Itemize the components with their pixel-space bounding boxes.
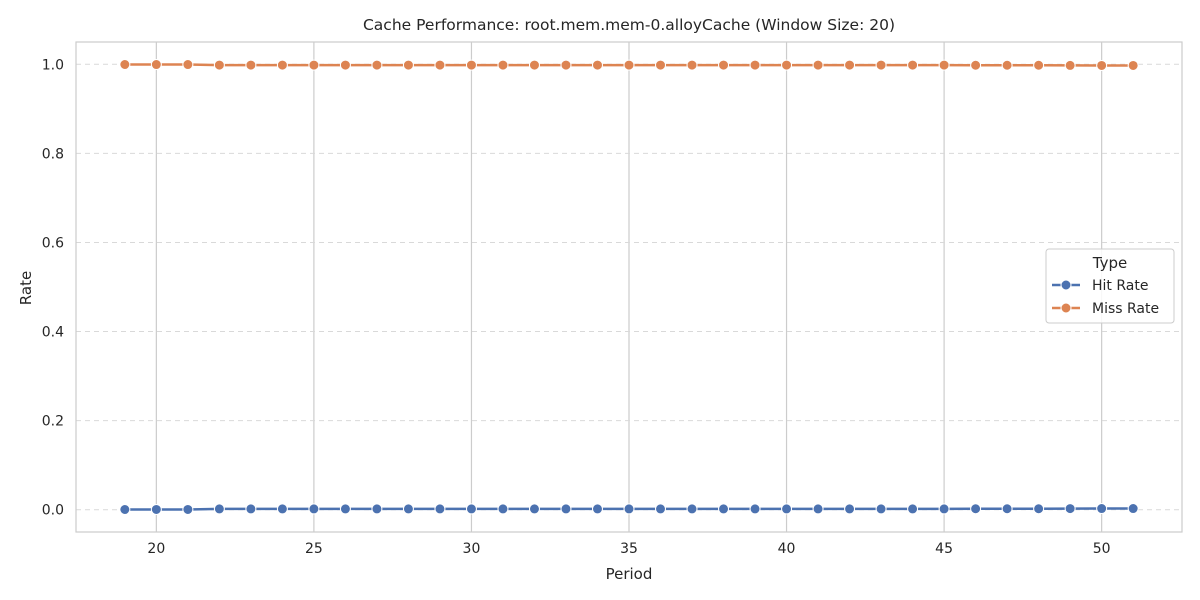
legend-item-miss-rate: Miss Rate: [1052, 301, 1159, 317]
data-point-miss-rate: [686, 59, 698, 71]
data-point-hit-rate: [1033, 503, 1045, 515]
legend-label-miss-rate: Miss Rate: [1092, 301, 1159, 317]
x-tick-label: 50: [1093, 541, 1111, 557]
y-tick-label: 0.2: [42, 414, 64, 430]
data-point-miss-rate: [938, 59, 950, 71]
axes-frame: [75, 41, 1183, 533]
data-point-miss-rate: [119, 58, 131, 70]
data-point-hit-rate: [182, 503, 194, 515]
data-point-miss-rate: [907, 59, 919, 71]
data-point-miss-rate: [875, 59, 887, 71]
legend-title: Type: [1092, 254, 1127, 272]
data-point-miss-rate: [308, 59, 320, 71]
x-tick-label: 30: [463, 541, 481, 557]
legend-item-hit-rate: Hit Rate: [1052, 278, 1148, 294]
data-point-miss-rate: [591, 59, 603, 71]
y-tick-label: 1.0: [42, 57, 64, 73]
data-point-hit-rate: [402, 503, 414, 515]
data-point-miss-rate: [749, 59, 761, 71]
legend: Type Hit Rate Miss Rate: [1045, 248, 1175, 324]
data-point-miss-rate: [655, 59, 667, 71]
data-point-hit-rate: [560, 503, 572, 515]
data-point-miss-rate: [781, 59, 793, 71]
y-tick-label: 0.6: [42, 235, 64, 251]
data-point-hit-rate: [119, 504, 131, 516]
x-tick-label: 35: [620, 541, 638, 557]
x-tick-label: 45: [935, 541, 953, 557]
data-point-miss-rate: [1096, 59, 1108, 71]
data-point-hit-rate: [434, 503, 446, 515]
x-tick-label: 40: [778, 541, 796, 557]
data-point-miss-rate: [150, 59, 162, 71]
legend-marker-hit-rate: [1060, 279, 1072, 291]
data-point-hit-rate: [781, 503, 793, 515]
data-point-hit-rate: [213, 503, 225, 515]
data-point-hit-rate: [718, 503, 730, 515]
data-point-miss-rate: [718, 59, 730, 71]
data-point-hit-rate: [245, 503, 257, 515]
data-point-miss-rate: [560, 59, 572, 71]
data-point-hit-rate: [938, 503, 950, 515]
data-point-hit-rate: [528, 503, 540, 515]
data-point-hit-rate: [465, 503, 477, 515]
x-axis-title: Period: [606, 565, 653, 583]
chart-title: Cache Performance: root.mem.mem-0.alloyC…: [363, 16, 895, 34]
x-tick-label: 20: [147, 541, 165, 557]
data-point-hit-rate: [907, 503, 919, 515]
data-point-miss-rate: [970, 59, 982, 71]
data-point-miss-rate: [371, 59, 383, 71]
data-point-miss-rate: [1064, 59, 1076, 71]
data-point-miss-rate: [1127, 59, 1139, 71]
data-point-miss-rate: [812, 59, 824, 71]
y-tick-label: 0.4: [42, 325, 64, 341]
data-point-hit-rate: [1001, 503, 1013, 515]
data-point-miss-rate: [528, 59, 540, 71]
data-point-hit-rate: [339, 503, 351, 515]
data-point-miss-rate: [434, 59, 446, 71]
data-point-miss-rate: [1033, 59, 1045, 71]
data-point-miss-rate: [402, 59, 414, 71]
data-point-miss-rate: [465, 59, 477, 71]
data-point-hit-rate: [749, 503, 761, 515]
data-point-hit-rate: [308, 503, 320, 515]
data-point-hit-rate: [1064, 503, 1076, 515]
data-point-miss-rate: [339, 59, 351, 71]
data-point-hit-rate: [150, 503, 162, 515]
data-point-hit-rate: [970, 503, 982, 515]
data-point-hit-rate: [875, 503, 887, 515]
data-point-hit-rate: [655, 503, 667, 515]
data-point-hit-rate: [1127, 503, 1139, 515]
data-point-hit-rate: [812, 503, 824, 515]
data-point-hit-rate: [591, 503, 603, 515]
y-axis-title: Rate: [17, 271, 35, 305]
legend-box: [1045, 248, 1175, 324]
data-point-hit-rate: [686, 503, 698, 515]
data-point-miss-rate: [276, 59, 288, 71]
data-point-hit-rate: [371, 503, 383, 515]
legend-marker-miss-rate: [1060, 302, 1072, 314]
data-point-miss-rate: [1001, 59, 1013, 71]
x-tick-label: 25: [305, 541, 323, 557]
y-tick-label: 0.0: [42, 503, 64, 519]
data-point-hit-rate: [623, 503, 635, 515]
data-point-miss-rate: [844, 59, 856, 71]
legend-label-hit-rate: Hit Rate: [1092, 278, 1148, 294]
data-point-miss-rate: [245, 59, 257, 71]
data-point-miss-rate: [623, 59, 635, 71]
plot-area: 20 25 30 35 40 45 50 0.0 0.2 0.4 0.6 0.8 1.0: [42, 41, 1183, 557]
data-point-miss-rate: [497, 59, 509, 71]
data-point-hit-rate: [1096, 503, 1108, 515]
data-point-hit-rate: [276, 503, 288, 515]
data-point-miss-rate: [213, 59, 225, 71]
y-tick-label: 0.8: [42, 146, 64, 162]
data-point-hit-rate: [844, 503, 856, 515]
data-point-hit-rate: [497, 503, 509, 515]
data-point-miss-rate: [182, 59, 194, 71]
